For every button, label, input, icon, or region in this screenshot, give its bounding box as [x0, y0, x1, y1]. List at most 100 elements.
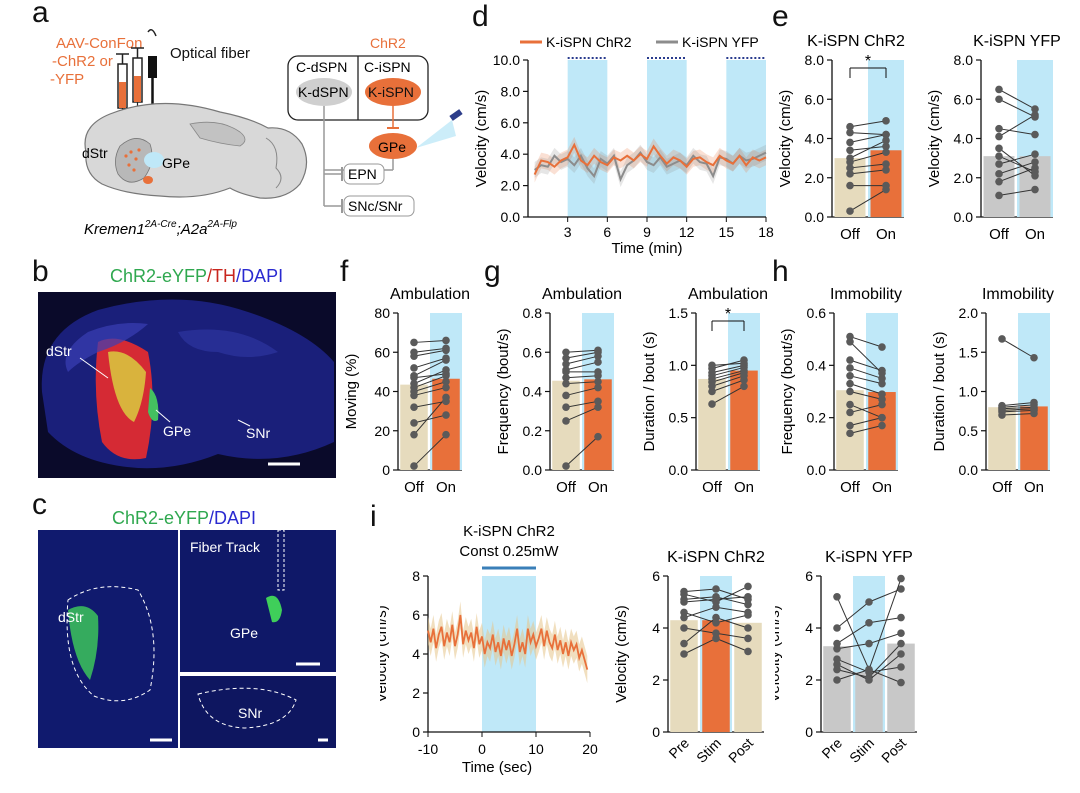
- panel-letter-f: f: [340, 255, 349, 288]
- x-tick-label: On: [1024, 479, 1044, 496]
- paired-line: [868, 666, 902, 673]
- chart-i1: K-iSPN ChR2 Const 0.25mW 0 2 4 6 8 Velocity (cm…: [380, 523, 598, 776]
- y-tick-label: 0.2: [523, 423, 543, 439]
- data-point: [1031, 185, 1039, 194]
- data-point: [410, 462, 418, 470]
- virus-line-3: -YFP: [50, 71, 84, 88]
- x-tick-label: 18: [758, 224, 774, 240]
- y-tick-label: 2.0: [954, 170, 974, 186]
- panel-letter-b: b: [32, 255, 49, 288]
- paired-line: [836, 669, 870, 678]
- data-point: [878, 379, 886, 388]
- data-point: [744, 647, 752, 656]
- c-label-dstr: dStr: [58, 609, 84, 625]
- y-tick-label: 8.0: [954, 52, 974, 68]
- y-tick-label: 4.0: [954, 131, 974, 147]
- y-tick-label: 0.0: [805, 209, 825, 225]
- data-point: [897, 678, 905, 687]
- paired-line: [849, 134, 887, 143]
- paired-line: [413, 339, 447, 343]
- light-on-window: [647, 60, 687, 217]
- data-point: [594, 432, 602, 441]
- y-tick-label: 1.5: [959, 344, 979, 360]
- y-tick-label: 60: [374, 344, 390, 360]
- chart-g1: 0.0 0.2 0.4 0.6 0.8 Frequency (bout/s) Ambulat…: [495, 286, 622, 496]
- paired-line: [565, 349, 599, 353]
- data-point: [562, 462, 570, 470]
- paired-line: [413, 359, 447, 377]
- data-point: [882, 148, 890, 157]
- x-axis-label: Time (sec): [462, 759, 532, 776]
- epn-label: EPN: [348, 166, 377, 182]
- y-axis-label: Duration / bout (s): [931, 331, 948, 451]
- paired-line: [565, 400, 599, 408]
- data-point: [712, 629, 720, 637]
- data-point: [594, 368, 602, 376]
- paired-line: [1001, 412, 1035, 416]
- panel-c-title: ChR2-eYFP/DAPI: [112, 508, 257, 528]
- chr2-label: ChR2: [370, 35, 406, 51]
- paired-line: [565, 375, 599, 379]
- data-point: [1031, 130, 1039, 139]
- data-point: [708, 400, 716, 408]
- y-tick-label: 6.0: [501, 115, 521, 131]
- paired-line: [413, 347, 447, 353]
- series-line: [533, 142, 767, 176]
- y-tick-label: 6.0: [954, 91, 974, 107]
- paired-line: [998, 167, 1036, 183]
- circuit-gpe-label: GPe: [378, 139, 406, 155]
- paired-line: [998, 189, 1036, 196]
- y-tick-label: 6: [652, 568, 660, 584]
- data-point: [680, 639, 688, 648]
- data-point: [833, 655, 841, 663]
- data-point: [744, 595, 752, 604]
- data-point: [562, 417, 570, 425]
- virus-line-2: -ChR2 or: [52, 53, 113, 70]
- paired-line: [413, 369, 447, 385]
- data-point: [878, 413, 886, 422]
- data-point: [712, 593, 720, 601]
- legend-label: K-iSPN YFP: [682, 34, 759, 50]
- paired-line: [998, 153, 1036, 165]
- data-point: [1030, 353, 1038, 362]
- x-tick-label: Stim: [846, 735, 877, 766]
- x-tick-label: On: [734, 479, 754, 496]
- data-point: [562, 403, 570, 411]
- sem-band: [534, 144, 766, 188]
- x-tick-label: On: [436, 479, 456, 496]
- y-tick-label: 8.0: [805, 52, 825, 68]
- y-tick-label: 0.0: [807, 462, 827, 478]
- paired-line: [711, 366, 745, 377]
- paired-line: [683, 627, 717, 634]
- y-tick-label: 0.0: [669, 462, 689, 478]
- x-tick-label: Off: [992, 479, 1013, 496]
- paired-line: [998, 88, 1036, 110]
- y-axis-label: Velocity (cm/s): [775, 605, 783, 703]
- data-point: [846, 429, 854, 438]
- x-tick-label: Post: [725, 735, 756, 766]
- data-point: [846, 146, 854, 155]
- paired-line: [413, 400, 447, 408]
- data-point: [995, 160, 1003, 168]
- data-point: [833, 665, 841, 674]
- y-tick-label: 4: [805, 620, 813, 636]
- data-point: [833, 593, 841, 601]
- data-point: [897, 629, 905, 637]
- chart-title: K-iSPN YFP: [825, 549, 913, 566]
- data-point: [410, 348, 418, 357]
- paired-line: [565, 351, 599, 359]
- paired-line: [836, 643, 870, 650]
- data-point: [1031, 158, 1039, 166]
- data-point: [846, 164, 854, 172]
- bar-on: [432, 378, 460, 470]
- paired-line: [1001, 404, 1035, 408]
- data-point: [562, 348, 570, 357]
- paired-line: [849, 189, 887, 212]
- data-point: [882, 117, 890, 125]
- paired-line: [413, 349, 447, 357]
- data-point: [865, 665, 873, 674]
- y-tick-label: 2.0: [501, 178, 521, 194]
- paired-line: [565, 361, 599, 371]
- panel-a-schematic: AAV-ConFon -ChR2 or -YFP Optical fiber d…: [50, 29, 463, 238]
- paired-line: [711, 362, 745, 366]
